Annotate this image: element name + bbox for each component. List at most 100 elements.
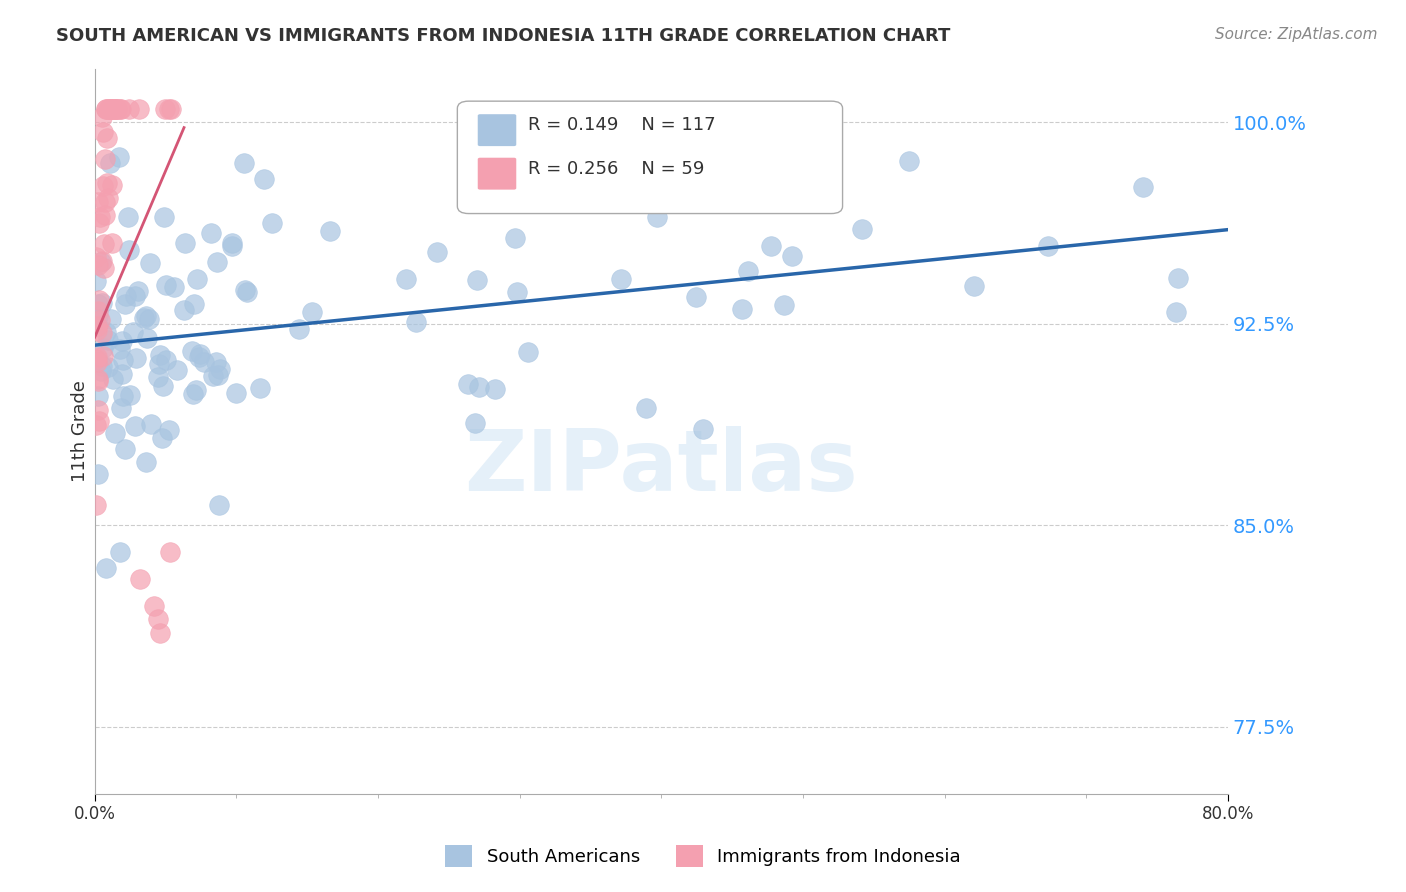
- Point: [139, 255, 162, 269]
- Point: [108, 102, 131, 116]
- Point: [104, 425, 127, 440]
- Point: [181, 387, 204, 401]
- Point: [780, 249, 803, 263]
- Point: [91, 253, 114, 268]
- Point: [94, 152, 117, 166]
- Text: R = 0.256    N = 59: R = 0.256 N = 59: [527, 160, 704, 178]
- Point: [150, 431, 173, 445]
- Point: [301, 305, 323, 319]
- Point: [159, 545, 181, 559]
- Point: [100, 102, 122, 116]
- Point: [91, 349, 114, 363]
- Point: [108, 342, 131, 356]
- Point: [963, 278, 986, 293]
- Point: [851, 222, 873, 236]
- Point: [183, 297, 205, 311]
- Point: [180, 343, 202, 358]
- Point: [90, 359, 112, 373]
- Point: [90, 110, 112, 124]
- Point: [90, 255, 112, 269]
- Point: [94, 194, 117, 209]
- Point: [87, 414, 110, 428]
- Point: [135, 455, 157, 469]
- Point: [233, 283, 256, 297]
- Point: [692, 422, 714, 436]
- Point: [752, 195, 775, 210]
- Point: [155, 353, 177, 368]
- Point: [94, 325, 117, 339]
- Point: [200, 226, 222, 240]
- Point: [93, 341, 115, 355]
- Point: [89, 211, 111, 225]
- Point: [1167, 270, 1189, 285]
- Point: [610, 272, 633, 286]
- Point: [188, 347, 211, 361]
- Point: [484, 383, 506, 397]
- Point: [253, 171, 276, 186]
- Point: [103, 102, 125, 116]
- Point: [100, 155, 122, 169]
- Point: [174, 235, 197, 250]
- Text: ZIPatlas: ZIPatlas: [464, 425, 858, 508]
- Text: Source: ZipAtlas.com: Source: ZipAtlas.com: [1215, 27, 1378, 42]
- Point: [457, 376, 479, 391]
- Point: [1038, 239, 1060, 253]
- Point: [129, 572, 152, 586]
- Point: [772, 298, 794, 312]
- Point: [188, 350, 211, 364]
- Point: [124, 419, 146, 434]
- Point: [132, 311, 155, 326]
- Point: [114, 296, 136, 310]
- Point: [173, 303, 195, 318]
- Point: [152, 379, 174, 393]
- Point: [148, 612, 170, 626]
- FancyBboxPatch shape: [478, 158, 516, 190]
- Point: [146, 370, 169, 384]
- Point: [288, 321, 311, 335]
- Point: [139, 417, 162, 431]
- Point: [634, 401, 657, 416]
- Point: [86, 467, 108, 481]
- Point: [89, 293, 111, 308]
- Text: R = 0.149    N = 117: R = 0.149 N = 117: [527, 116, 716, 134]
- Point: [124, 289, 146, 303]
- Point: [94, 102, 117, 116]
- Point: [125, 351, 148, 366]
- Point: [395, 272, 418, 286]
- Point: [89, 216, 111, 230]
- Point: [208, 361, 231, 376]
- Point: [117, 210, 139, 224]
- Point: [685, 176, 707, 190]
- Point: [160, 102, 183, 116]
- Point: [94, 102, 117, 116]
- Point: [100, 178, 122, 193]
- Point: [221, 239, 243, 253]
- Point: [108, 545, 131, 559]
- Point: [104, 102, 127, 116]
- Point: [97, 102, 120, 116]
- Point: [87, 372, 110, 386]
- Point: [468, 380, 491, 394]
- Point: [110, 367, 132, 381]
- Point: [84, 498, 107, 512]
- Point: [193, 355, 215, 369]
- Point: [260, 216, 283, 230]
- Point: [96, 561, 118, 575]
- Point: [84, 318, 107, 332]
- Point: [685, 290, 707, 304]
- Point: [166, 363, 188, 377]
- Point: [87, 310, 110, 324]
- Point: [112, 389, 135, 403]
- Point: [184, 384, 207, 398]
- Point: [86, 296, 108, 310]
- Point: [120, 388, 142, 402]
- Y-axis label: 11th Grade: 11th Grade: [72, 380, 89, 482]
- Point: [225, 385, 247, 400]
- Point: [666, 188, 689, 202]
- Point: [97, 333, 120, 347]
- Point: [105, 102, 128, 116]
- Point: [105, 102, 128, 116]
- Point: [96, 130, 118, 145]
- Point: [87, 258, 110, 272]
- Point: [110, 401, 132, 415]
